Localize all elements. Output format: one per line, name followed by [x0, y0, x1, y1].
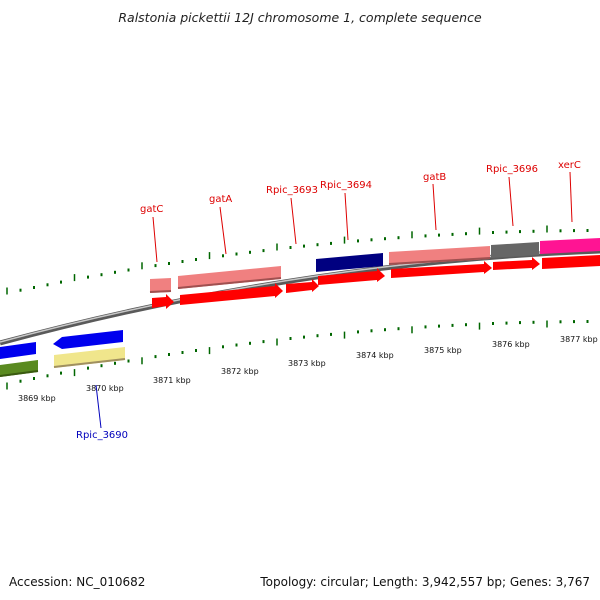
lower-tick-row	[6, 320, 589, 390]
cds-arrow-gata[interactable]	[180, 283, 283, 305]
cds-arrow-xerc[interactable]	[542, 255, 600, 269]
kbp-label: 3877 kbp	[560, 335, 598, 344]
kbp-label: 3872 kbp	[221, 367, 259, 376]
kbp-label: 3870 kbp	[86, 384, 124, 393]
upper-track-cds-arrows	[152, 255, 600, 309]
gene-label-gatb[interactable]: gatB	[423, 172, 446, 183]
gene-block-rpic-3694[interactable]	[316, 253, 383, 272]
kbp-label: 3873 kbp	[288, 359, 326, 368]
lower-track-genes	[0, 330, 126, 377]
gene-label-gata[interactable]: gatA	[209, 194, 232, 205]
cds-arrow-rpic-3693[interactable]	[286, 279, 319, 293]
gene-label-rpic-3690[interactable]: Rpic_3690	[76, 430, 128, 441]
map-title: Ralstonia pickettii 12J chromosome 1, co…	[118, 10, 482, 25]
cds-arrow-gatc[interactable]	[152, 294, 174, 309]
gene-block-rpic-3696[interactable]	[491, 242, 539, 258]
cds-arrow-rpic-3696[interactable]	[493, 257, 540, 270]
kbp-label-group: 3869 kbp 3870 kbp 3871 kbp 3872 kbp 3873…	[18, 335, 598, 403]
gene-label-rpic-3693[interactable]: Rpic_3693	[266, 185, 318, 196]
cds-arrow-rpic-3690-blue[interactable]	[53, 330, 123, 349]
kbp-label: 3871 kbp	[153, 376, 191, 385]
kbp-label: 3876 kbp	[492, 340, 530, 349]
kbp-label: 3869 kbp	[18, 394, 56, 403]
gene-label-group: gatC gatA Rpic_3693 Rpic_3694 gatB Rpic_…	[76, 160, 581, 441]
gene-block-gata[interactable]	[178, 266, 281, 289]
kbp-label: 3874 kbp	[356, 351, 394, 360]
gene-label-rpic-3696[interactable]: Rpic_3696	[486, 164, 538, 175]
gene-leader-lines	[95, 171, 573, 429]
cds-arrow-rpic-3694[interactable]	[318, 268, 385, 285]
gene-label-rpic-3694[interactable]: Rpic_3694	[320, 180, 372, 191]
cds-arrow-left-blue[interactable]	[0, 342, 36, 359]
gene-label-gatc[interactable]: gatC	[140, 204, 163, 215]
gene-block-rpic-3690[interactable]	[54, 347, 125, 368]
upper-track-genes	[149, 238, 600, 293]
gene-block-xerc[interactable]	[540, 238, 600, 254]
accession-text: Accession: NC_010682	[9, 575, 146, 589]
gene-block-gatc[interactable]	[150, 278, 171, 293]
cds-arrow-gatb[interactable]	[391, 261, 492, 278]
kbp-label: 3875 kbp	[424, 346, 462, 355]
topology-summary-text: Topology: circular; Length: 3,942,557 bp…	[260, 575, 590, 589]
upper-tick-row	[6, 225, 589, 295]
gene-label-xerc[interactable]: xerC	[558, 160, 581, 171]
